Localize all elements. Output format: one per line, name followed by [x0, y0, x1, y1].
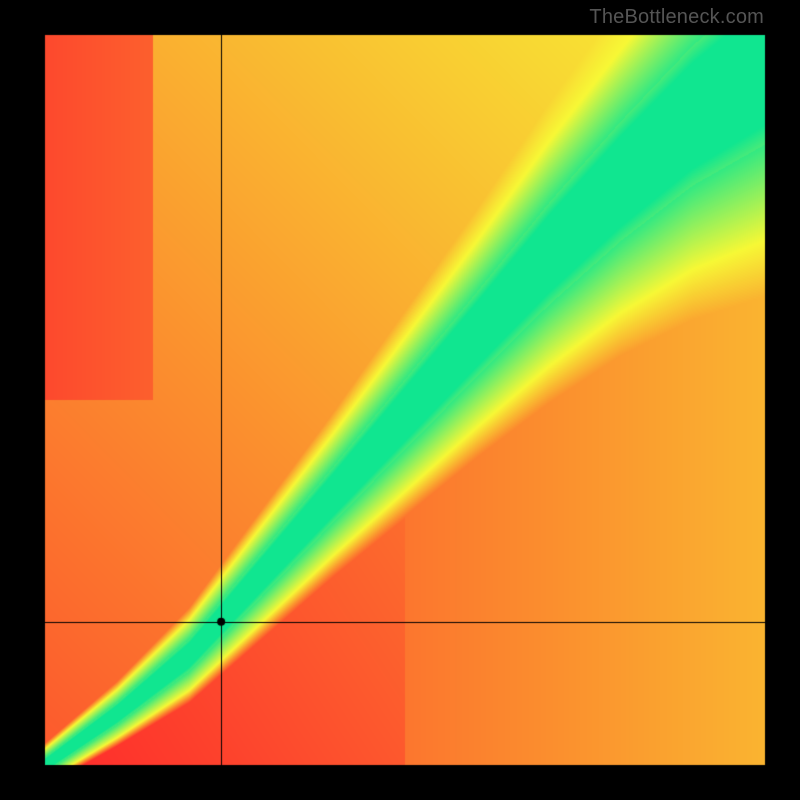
watermark-text: TheBottleneck.com [589, 6, 764, 29]
bottleneck-heatmap [0, 0, 800, 800]
chart-container: TheBottleneck.com [0, 0, 800, 800]
